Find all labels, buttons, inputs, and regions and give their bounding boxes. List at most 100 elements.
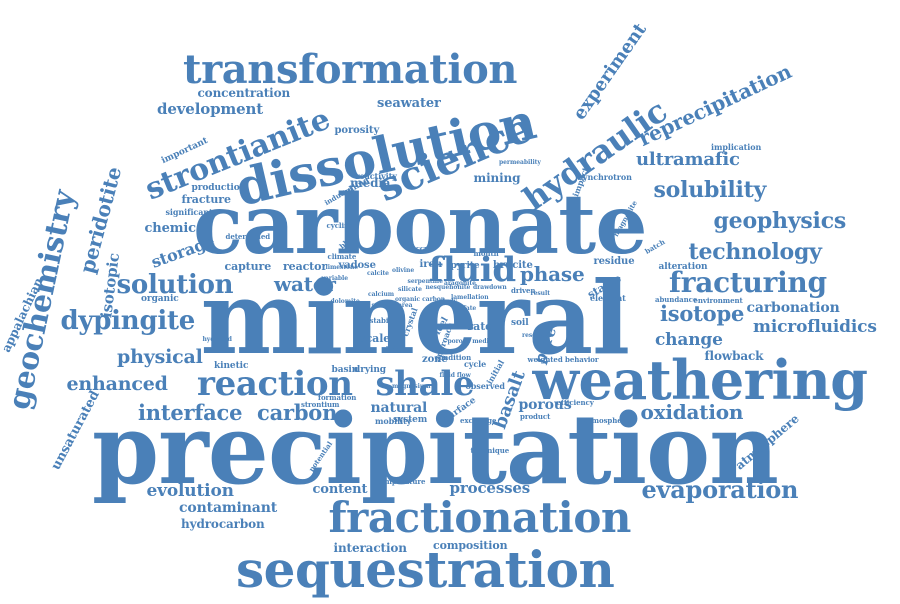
- word-kinetic: kinetic: [214, 360, 249, 371]
- word-carbonate: carbonate: [193, 177, 648, 273]
- word-product: product: [520, 411, 551, 421]
- word-microfluidics: microfluidics: [753, 316, 877, 337]
- word-environment: environment: [693, 295, 743, 305]
- word-water: water: [274, 272, 336, 296]
- word-significant: significant: [165, 207, 213, 217]
- word-observed: observed: [465, 381, 506, 391]
- word-physical: physical: [117, 345, 203, 368]
- word-reactivity: reactivity: [355, 171, 397, 181]
- word-hydrated: hydrated: [202, 336, 232, 343]
- word-scale: scale: [359, 331, 391, 345]
- word-serpentine: serpentine: [407, 278, 443, 285]
- word-surface-area: surface area: [371, 302, 413, 309]
- word-chemical: chemical: [144, 220, 210, 236]
- word-variable: variable: [321, 275, 349, 282]
- word-synchrotron: synchrotron: [578, 172, 632, 182]
- word-reaction: reaction: [197, 364, 353, 404]
- word-dolomite: dolomite: [330, 298, 360, 305]
- word-aragonite: aragonite: [444, 280, 476, 287]
- word-weathering: weathering: [532, 348, 869, 412]
- word-determined: determined: [225, 231, 271, 241]
- word-organic-carbon: organic carbon: [395, 296, 446, 303]
- word-transformation: transformation: [183, 46, 518, 93]
- word-interaction: interaction: [333, 541, 408, 555]
- word-soil: soil: [511, 317, 529, 328]
- word-efficiency: efficiency: [556, 397, 594, 407]
- word-zone: zone: [422, 354, 448, 365]
- word-reservoir: reservoir: [522, 332, 552, 339]
- word-oxidation: oxidation: [640, 400, 744, 424]
- word-atmospheric: atmospheric: [584, 415, 633, 425]
- word-element: element: [590, 293, 626, 303]
- word-natural: natural: [370, 400, 428, 416]
- word-implication: implication: [711, 142, 762, 152]
- word-condition: condition: [434, 352, 472, 362]
- word-mobility: mobility: [375, 416, 412, 426]
- word-enhanced: enhanced: [66, 372, 168, 395]
- word-lamellation: lamellation: [451, 294, 489, 301]
- word-iron: iron: [419, 259, 443, 270]
- word-porosity: porosity: [334, 125, 380, 136]
- word-seawater: seawater: [377, 95, 441, 111]
- word-organic: organic: [141, 293, 179, 304]
- word-nesquehonite: nesquehonite: [425, 284, 471, 291]
- word-porous-media: porous media: [447, 338, 493, 345]
- word-system: system: [393, 414, 428, 425]
- word-phase: phase: [520, 262, 585, 286]
- word-calcium: calcium: [368, 291, 395, 298]
- word-development: development: [157, 99, 264, 118]
- word-sulfate: sulfate: [453, 305, 477, 312]
- word-carbon: carbon: [257, 399, 338, 425]
- word-brucite: brucite: [493, 260, 533, 271]
- word-interface: interface: [138, 399, 243, 425]
- word-abundance: abundance: [655, 294, 698, 304]
- word-result: result: [530, 290, 550, 297]
- word-fluid: fluid: [428, 250, 517, 290]
- word-strontium: strontium: [301, 399, 340, 409]
- word-exchange: exchange: [460, 415, 497, 425]
- word-stability: stability: [369, 315, 401, 325]
- word-capture: capture: [224, 259, 272, 273]
- word-pyrite: pyrite: [450, 260, 480, 271]
- word-fracturing: fracturing: [669, 266, 827, 299]
- word-media: media: [350, 176, 391, 190]
- word-technique: technique: [470, 445, 510, 455]
- word-calcite: calcite: [367, 270, 389, 277]
- word-evaporation: evaporation: [641, 475, 799, 504]
- word-month: month: [473, 248, 499, 258]
- word-ultramafic: ultramafic: [636, 149, 740, 170]
- word-brine: brine: [386, 346, 404, 353]
- word-flowback: flowback: [704, 349, 764, 363]
- word-silicate: silicate: [398, 286, 422, 293]
- word-formation: formation: [318, 392, 357, 402]
- word-drawdown: drawdown: [473, 284, 507, 291]
- word-processes: processes: [449, 478, 531, 497]
- word-permeability: permeability: [499, 159, 541, 166]
- word-production: production: [191, 182, 247, 193]
- word-fracture: fracture: [181, 192, 231, 206]
- word-fractionation: fractionation: [328, 493, 632, 542]
- word-mineral: mineral: [200, 259, 631, 377]
- word-carbonation: carbonation: [746, 300, 840, 316]
- word-cycle: cycle: [464, 359, 487, 369]
- word-composition: composition: [433, 538, 508, 552]
- word-concentration: concentration: [197, 86, 291, 100]
- word-isotope: isotope: [660, 300, 745, 326]
- word-driven: driven: [511, 285, 536, 295]
- word-reactor: reactor: [283, 259, 328, 273]
- word-fluid-flow: fluid flow: [439, 372, 471, 379]
- word-magnesium: magnesium: [392, 383, 431, 390]
- word-technology: technology: [688, 239, 822, 265]
- word-alteration: alteration: [658, 261, 708, 272]
- word-mining: mining: [473, 171, 521, 185]
- word-evolution: evolution: [146, 480, 235, 501]
- word-rate: rate: [467, 319, 493, 333]
- word-occur: occur: [411, 243, 433, 253]
- word-olivine: olivine: [392, 267, 415, 274]
- word-weighted-behavior: weighted behavior: [527, 354, 599, 364]
- word-basin: basin: [331, 364, 359, 375]
- word-content: content: [312, 481, 368, 497]
- word-hydrocarbon: hydrocarbon: [181, 517, 265, 531]
- word-climate: climate: [327, 251, 357, 261]
